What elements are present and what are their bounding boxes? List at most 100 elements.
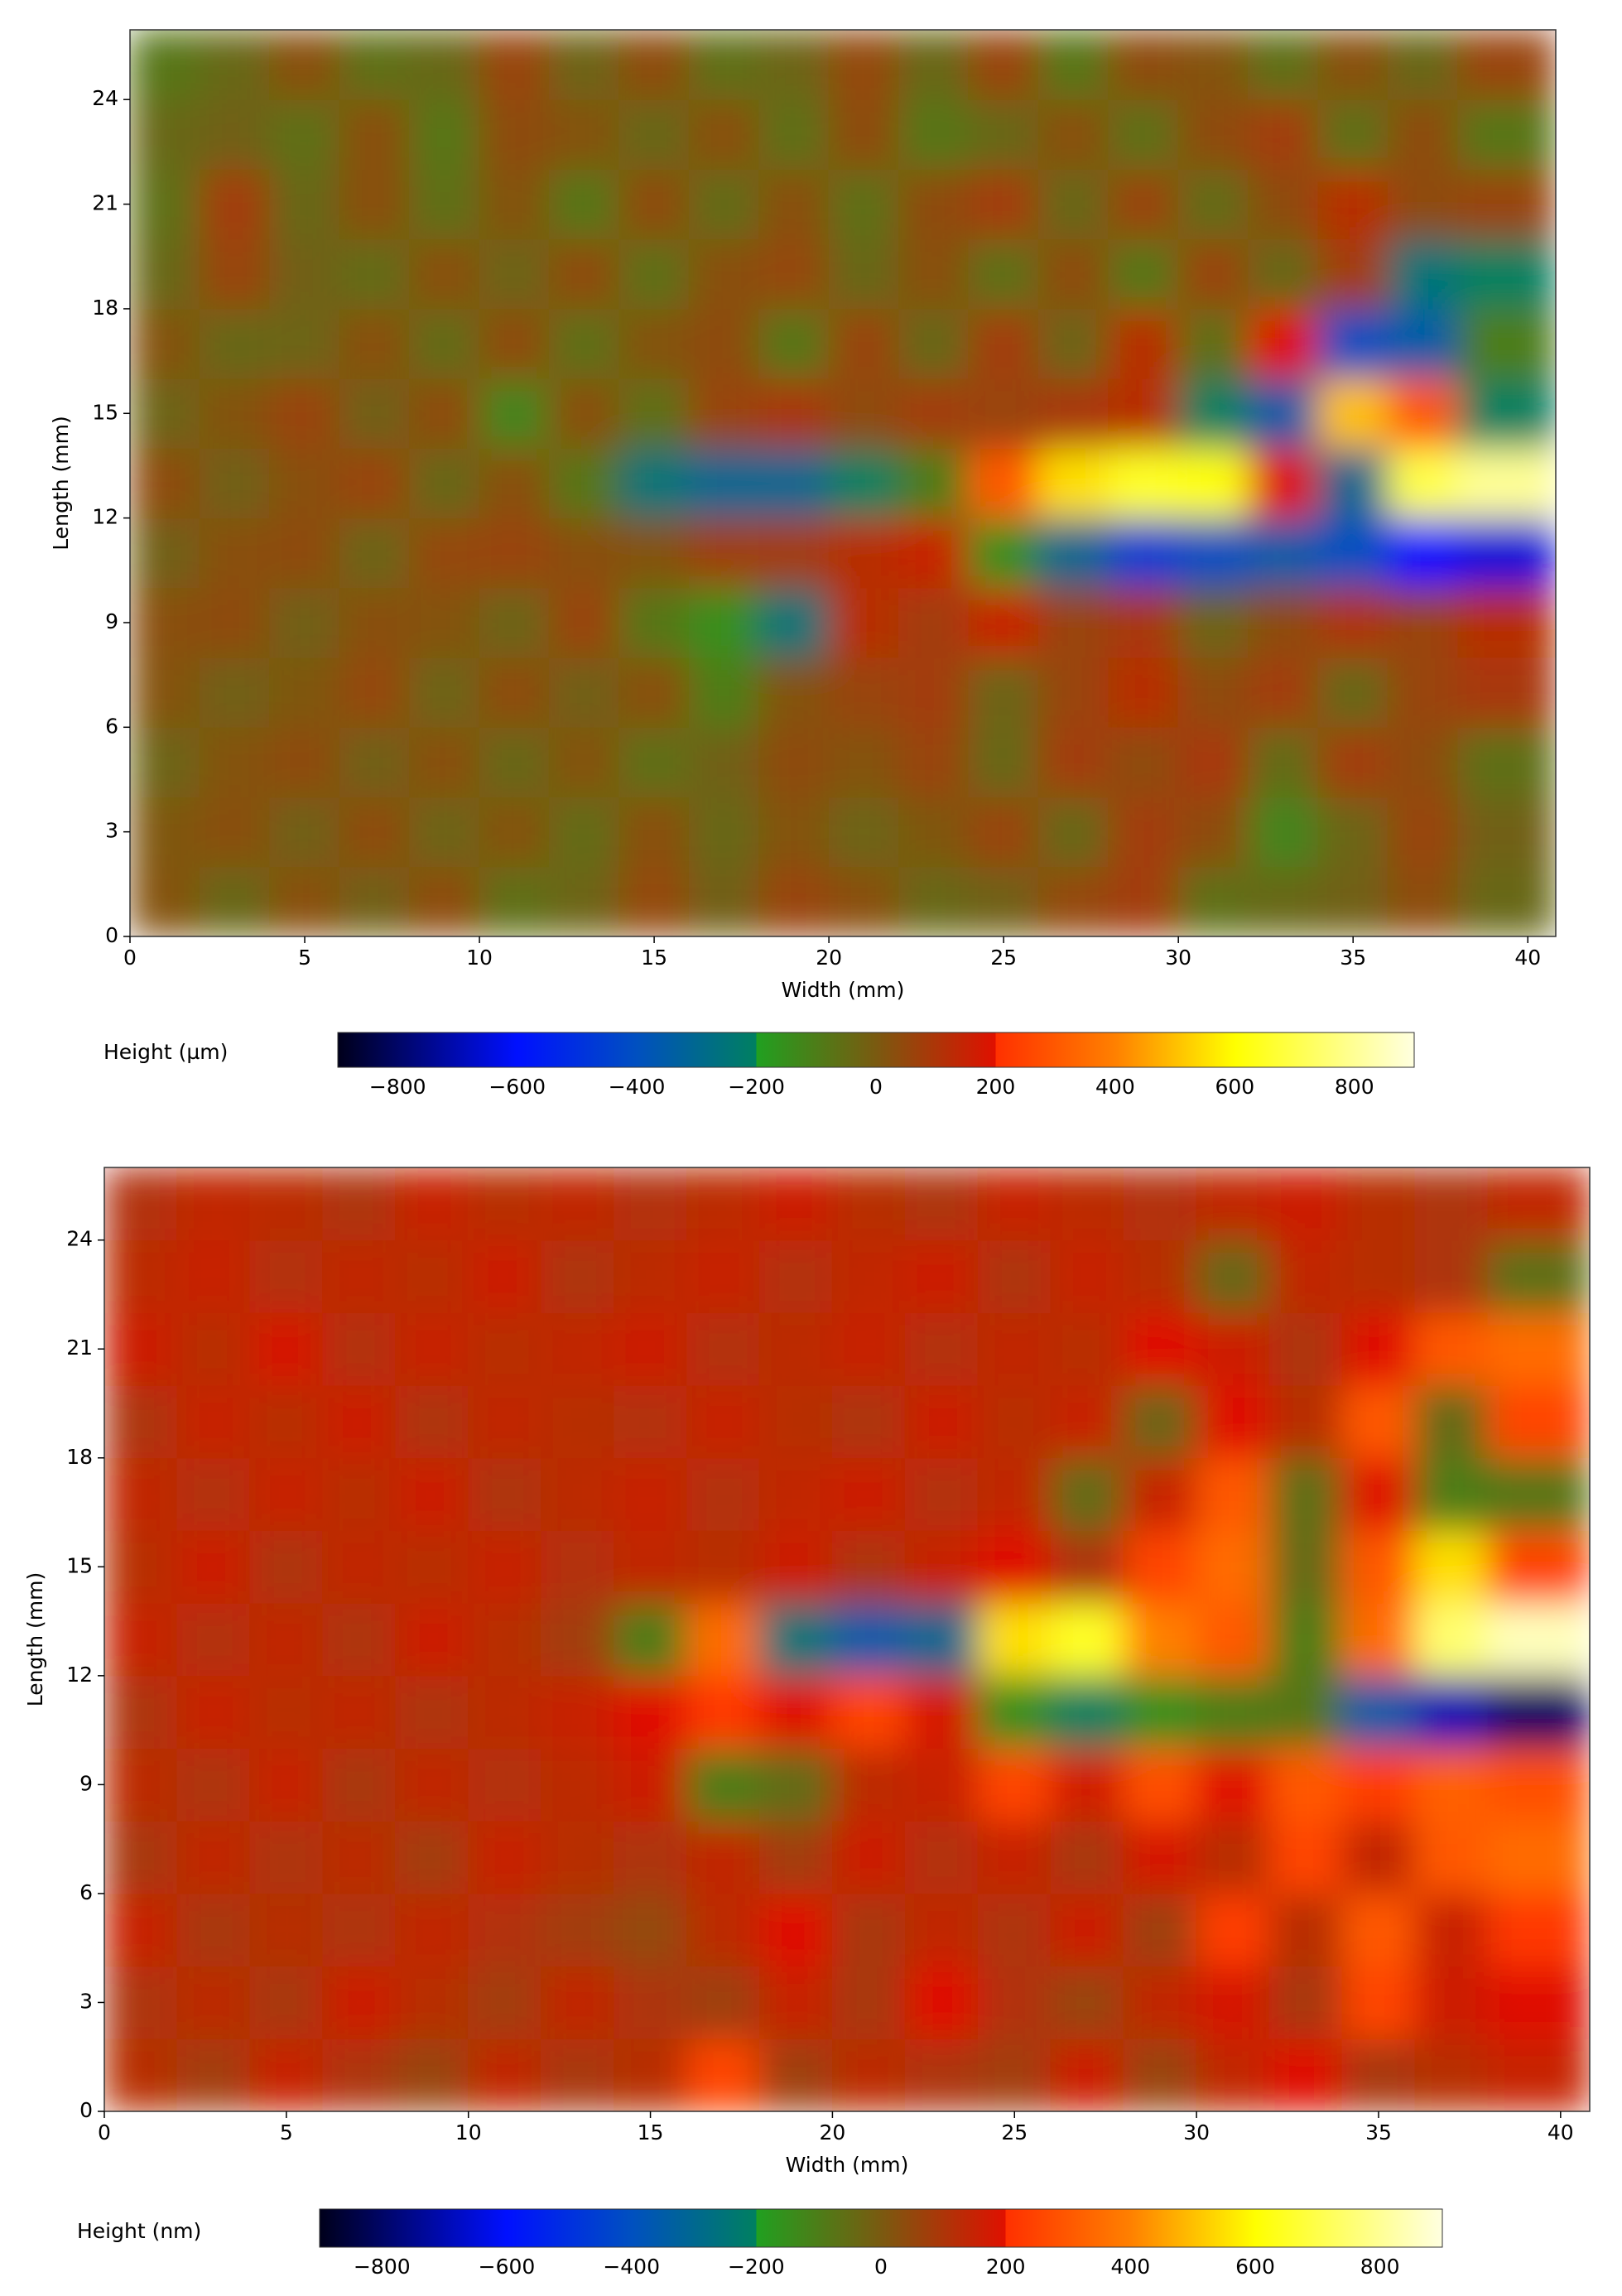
heatmap-cell — [1037, 517, 1109, 589]
heatmap-cell — [831, 1457, 906, 1531]
heatmap-cell — [339, 797, 411, 868]
heatmap-cell — [199, 99, 271, 170]
heatmap-cell — [130, 308, 200, 379]
heatmap-cell — [130, 797, 200, 868]
heatmap-cell — [541, 1893, 615, 1967]
heatmap-cell — [541, 1239, 615, 1313]
heatmap-cell — [977, 1529, 1052, 1604]
heatmap-cell — [1268, 1529, 1343, 1604]
x-tick-label: 15 — [638, 2120, 664, 2144]
heatmap-cell — [1108, 378, 1179, 449]
heatmap-cell — [269, 168, 340, 240]
heatmap-cell — [479, 99, 550, 170]
heatmap-cell — [758, 866, 830, 936]
heatmap-cell — [758, 517, 830, 589]
heatmap-cell — [199, 866, 271, 936]
heatmap-cell — [322, 1675, 397, 1750]
heatmap-cell — [104, 1820, 178, 1894]
heatmap-cell — [1177, 30, 1249, 100]
heatmap-cell — [322, 1384, 397, 1459]
heatmap-cell — [479, 866, 550, 936]
heatmap-cell — [409, 517, 480, 589]
heatmap-cell — [1341, 1312, 1416, 1386]
heatmap-cell — [614, 1457, 688, 1531]
heatmap-cell — [758, 1239, 833, 1313]
heatmap-cell — [1108, 238, 1179, 310]
heatmap-cell — [614, 1820, 688, 1894]
heatmap-cell — [686, 1602, 760, 1677]
heatmap-cell — [199, 517, 271, 589]
heatmap-cell — [104, 1312, 178, 1386]
heatmap-cell — [1317, 308, 1389, 379]
heatmap-cell — [176, 1384, 251, 1459]
heatmap-cell — [1268, 1384, 1343, 1459]
heatmap-cell — [409, 168, 480, 240]
heatmap-cell — [614, 1167, 688, 1241]
heatmap-cell — [322, 1748, 397, 1822]
heatmap-cell — [269, 308, 340, 379]
heatmap-cell — [1341, 1457, 1416, 1531]
heatmap-cell — [409, 587, 480, 658]
heatmap-cell — [269, 447, 340, 519]
heatmap-cell — [1108, 168, 1179, 240]
heatmap-cell — [541, 1748, 615, 1822]
heatmap-cell — [688, 447, 760, 519]
heatmap-cell — [618, 378, 690, 449]
heatmap-cell — [548, 447, 620, 519]
heatmap-cell — [1387, 168, 1459, 240]
heatmap-cell — [828, 797, 900, 868]
heatmap-cell — [1317, 587, 1389, 658]
heatmap-cell — [977, 1167, 1052, 1241]
heatmap-cell — [904, 1239, 979, 1313]
heatmap-cell — [1050, 1457, 1124, 1531]
heatmap-cell — [614, 1893, 688, 1967]
y-tick-label: 21 — [92, 191, 118, 215]
heatmap-cell — [1268, 1966, 1343, 2039]
heatmap-cell — [339, 587, 411, 658]
heatmap-cell — [409, 447, 480, 519]
heatmap-cell — [1387, 797, 1459, 868]
heatmap-cell — [614, 1239, 688, 1313]
heatmap-cell — [1487, 1312, 1590, 1386]
heatmap-cell — [395, 1239, 469, 1313]
heatmap-cell — [1123, 1820, 1197, 1894]
heatmap-cell — [249, 1167, 324, 1241]
heatmap-cell — [686, 2038, 760, 2111]
heatmap-cell — [904, 1966, 979, 2039]
heatmap-cell — [1123, 1239, 1197, 1313]
heatmap-cell — [1248, 378, 1319, 449]
x-tick-label: 25 — [1001, 2120, 1028, 2144]
colorbar-tick-label: −400 — [609, 1075, 666, 1099]
heatmap-cell — [831, 1602, 906, 1677]
heatmap-cell — [199, 657, 271, 728]
y-tick-label: 9 — [105, 609, 118, 633]
heatmap-cell — [1108, 517, 1179, 589]
heatmap-cell — [614, 1748, 688, 1822]
heatmap-cell — [541, 1457, 615, 1531]
heatmap-cell — [269, 657, 340, 728]
heatmap-cell — [1457, 797, 1556, 868]
heatmap-cell — [1196, 1239, 1270, 1313]
colorbar — [319, 2208, 1443, 2248]
heatmap-cell — [395, 1312, 469, 1386]
heatmap-cell — [104, 1966, 178, 2039]
heatmap-cell — [1487, 2038, 1590, 2111]
heatmap-cell — [395, 1675, 469, 1750]
heatmap-cell — [176, 1602, 251, 1677]
heatmap-cell — [1248, 517, 1319, 589]
x-tick-label: 30 — [1165, 946, 1191, 970]
heatmap-cell — [1123, 1457, 1197, 1531]
heatmap-cell — [1037, 99, 1109, 170]
heatmap-cell — [1414, 1529, 1489, 1604]
heatmap-cell — [1387, 378, 1459, 449]
colorbar-tick-label: −600 — [479, 2255, 536, 2279]
heatmap-cell — [1457, 308, 1556, 379]
heatmap-cell — [409, 238, 480, 310]
heatmap-cell — [1037, 168, 1109, 240]
heatmap-cell — [1268, 1675, 1343, 1750]
heatmap-cell — [831, 1748, 906, 1822]
y-tick-label: 15 — [92, 400, 118, 424]
heatmap-cell — [686, 1167, 760, 1241]
heatmap-cell — [339, 726, 411, 798]
heatmap-cell — [409, 30, 480, 100]
